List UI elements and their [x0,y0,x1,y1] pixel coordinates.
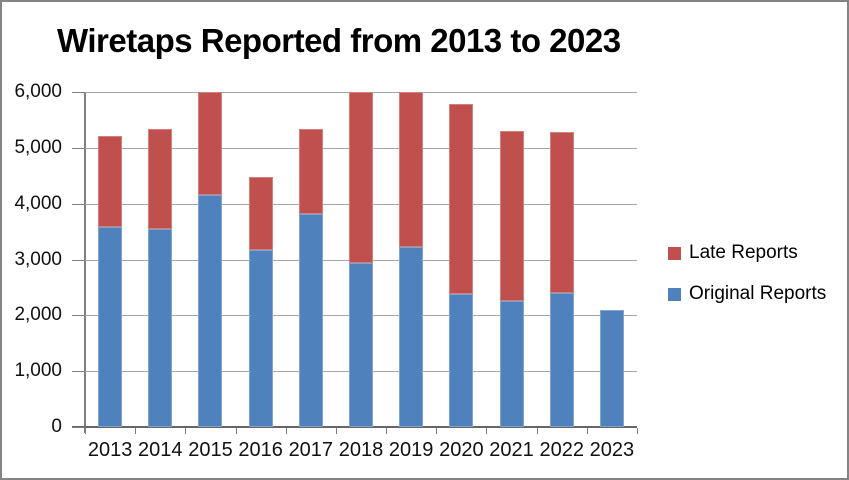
x-tick-label: 2022 [539,439,584,461]
bar-2018-original-reports [349,262,373,427]
legend: Late Reports Original Reports [668,242,826,324]
x-tick-label: 2015 [188,439,233,461]
legend-swatch-icon [668,246,681,260]
bar-2021-original-reports [499,301,524,427]
x-axis-tick [185,428,187,434]
x-axis-tick [486,428,488,434]
y-tick-label: 2,000 [14,304,62,326]
y-axis-tick [72,259,85,261]
x-axis-tick [235,428,237,434]
bar-2021-late-reports [499,130,524,302]
bar-2018-late-reports [349,92,373,263]
y-axis-tick [72,315,85,317]
bar-2015-original-reports [198,195,223,427]
bar-2022-original-reports [549,293,574,427]
legend-label: Late Reports [689,242,798,263]
x-axis-tick [586,428,588,434]
bar-2016-original-reports [248,250,273,427]
legend-item-late-reports: Late Reports [668,242,826,264]
x-tick-label: 2016 [238,439,283,461]
y-tick-label: 5,000 [14,136,62,158]
x-axis-tick [536,428,538,434]
x-axis-line [72,426,637,428]
x-axis-tick [85,428,86,434]
bar-2013-original-reports [98,227,123,427]
bar-2019-late-reports [399,92,424,248]
x-tick-label: 2023 [589,439,635,461]
x-axis-tick [285,428,287,434]
legend-item-original-reports: Original Reports [668,283,826,305]
x-tick-label: 2018 [338,439,384,461]
y-axis-tick [72,203,85,205]
y-axis-tick [72,92,85,93]
bar-2016-late-reports [248,176,273,250]
bar-2022-late-reports [549,132,574,293]
legend-swatch-icon [668,287,681,301]
x-axis-tick [436,428,438,434]
bar-2020-original-reports [449,294,474,427]
chart-title: Wiretaps Reported from 2013 to 2023 [57,22,621,59]
bar-2014-original-reports [148,228,173,427]
legend-label: Original Reports [689,283,827,304]
y-tick-label: 6,000 [14,81,62,102]
bar-2017-late-reports [298,128,323,215]
bar-2017-original-reports [298,214,323,427]
x-tick-label: 2017 [288,439,334,461]
bar-2020-late-reports [449,103,474,295]
y-axis-line [84,92,86,433]
bar-2013-late-reports [98,135,123,228]
x-axis-tick [335,428,337,434]
y-axis-tick [72,147,85,149]
x-tick-label: 2020 [439,439,484,461]
y-tick-label: 4,000 [14,192,62,214]
bar-2019-original-reports [399,247,424,427]
x-tick-label: 2021 [489,439,534,461]
bar-2014-late-reports [148,129,173,229]
bar-2015-late-reports [198,92,223,196]
x-axis-tick [135,428,137,434]
x-tick-label: 2013 [87,439,133,461]
y-tick-label: 0 [51,416,62,437]
x-tick-label: 2019 [388,439,434,461]
bar-2023-original-reports [599,309,624,427]
x-axis-tick [637,428,638,434]
y-tick-label: 3,000 [14,248,62,270]
x-tick-label: 2014 [138,439,183,461]
y-axis-tick [72,371,85,373]
x-axis-tick [386,428,388,434]
y-axis-tick [72,427,85,428]
y-tick-label: 1,000 [14,360,62,382]
